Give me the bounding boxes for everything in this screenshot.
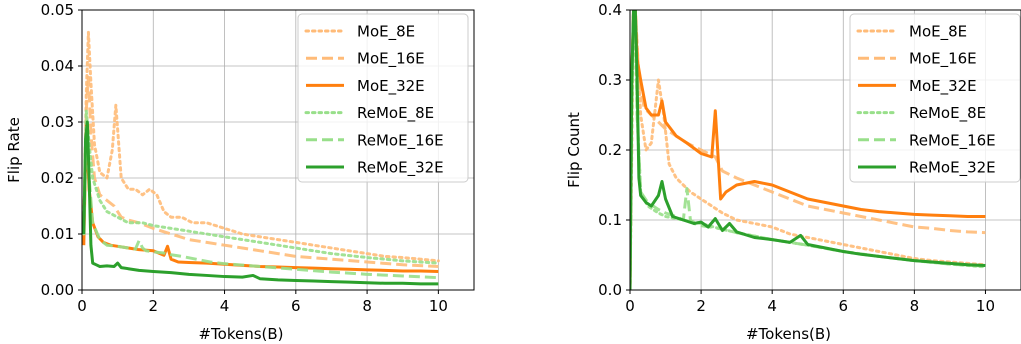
y-tick-label: 0.05 xyxy=(41,1,74,19)
x-tick-label: 8 xyxy=(910,297,920,315)
series-line-moe-32e xyxy=(630,10,986,290)
flip-rate-chart: 0 2 4 6 8 10 0.00 0.01 0.02 0.03 0.04 0.05 #Tokens(B… xyxy=(5,1,475,343)
flip-count-chart: 0 2 4 6 8 10 0.0 0.1 0.2 0.3 0.4 #Tokens(B) Flip Cou… xyxy=(565,1,1021,343)
x-tick-label: 0 xyxy=(625,297,635,315)
x-tick-label: 6 xyxy=(291,297,301,315)
legend-label: ReMoE_16E xyxy=(909,131,996,150)
x-tick-label: 2 xyxy=(148,297,158,315)
x-tick-label: 2 xyxy=(696,297,706,315)
legend-label: MoE_16E xyxy=(357,50,425,69)
legend-label: ReMoE_8E xyxy=(909,104,986,123)
y-tick-label: 0.4 xyxy=(598,1,622,19)
legend-label: MoE_16E xyxy=(909,50,977,69)
y-tick-label: 0.1 xyxy=(598,211,622,229)
series-line-remoe-32e xyxy=(82,120,439,286)
y-tick-label: 0.00 xyxy=(41,281,74,299)
x-tick-label: 4 xyxy=(220,297,230,315)
y-tick-label: 0.2 xyxy=(598,141,622,159)
y-tick-label: 0.03 xyxy=(41,113,74,131)
legend-label: ReMoE_32E xyxy=(909,159,996,178)
series-line-moe-8e xyxy=(82,30,440,263)
series-line-moe-32e xyxy=(82,120,439,274)
x-tick-label: 6 xyxy=(838,297,848,315)
y-tick-label: 0.01 xyxy=(41,225,74,243)
y-tick-label: 0.0 xyxy=(598,281,622,299)
series-line-remoe-8e xyxy=(82,109,440,265)
axes-frame xyxy=(81,9,475,291)
y-tick-label: 0.02 xyxy=(41,169,74,187)
legend-label: MoE_32E xyxy=(909,77,977,96)
x-tick-label: 0 xyxy=(77,297,87,315)
legend-label: ReMoE_32E xyxy=(357,159,444,178)
legend-label: ReMoE_8E xyxy=(357,104,434,123)
x-tick-label: 10 xyxy=(976,297,995,315)
legend-label: ReMoE_16E xyxy=(357,131,444,150)
x-tick-label: 8 xyxy=(362,297,372,315)
series-line-moe-16e xyxy=(82,75,439,268)
legend: MoE_8E MoE_16E MoE_32E ReMoE_8E ReMoE_16E ReM… xyxy=(297,13,469,183)
x-axis-label: #Tokens(B) xyxy=(198,325,283,343)
series-line-moe-8e xyxy=(630,10,987,290)
y-tick-label: 0.04 xyxy=(41,57,74,75)
y-axis-label: Flip Count xyxy=(565,112,583,188)
series-line-remoe-32e xyxy=(630,10,986,290)
legend-label: MoE_32E xyxy=(357,77,425,96)
x-tick-label: 4 xyxy=(767,297,777,315)
x-axis-label: #Tokens(B) xyxy=(746,325,831,343)
legend: MoE_8E MoE_16E MoE_32E ReMoE_8E ReMoE_16E ReM… xyxy=(849,13,1021,183)
legend-label: MoE_8E xyxy=(909,23,967,42)
series-line-moe-16e xyxy=(630,10,986,290)
y-tick-label: 0.3 xyxy=(598,71,622,89)
x-tick-label: 10 xyxy=(429,297,448,315)
legend-label: MoE_8E xyxy=(357,23,415,42)
y-axis-label: Flip Rate xyxy=(5,117,23,183)
